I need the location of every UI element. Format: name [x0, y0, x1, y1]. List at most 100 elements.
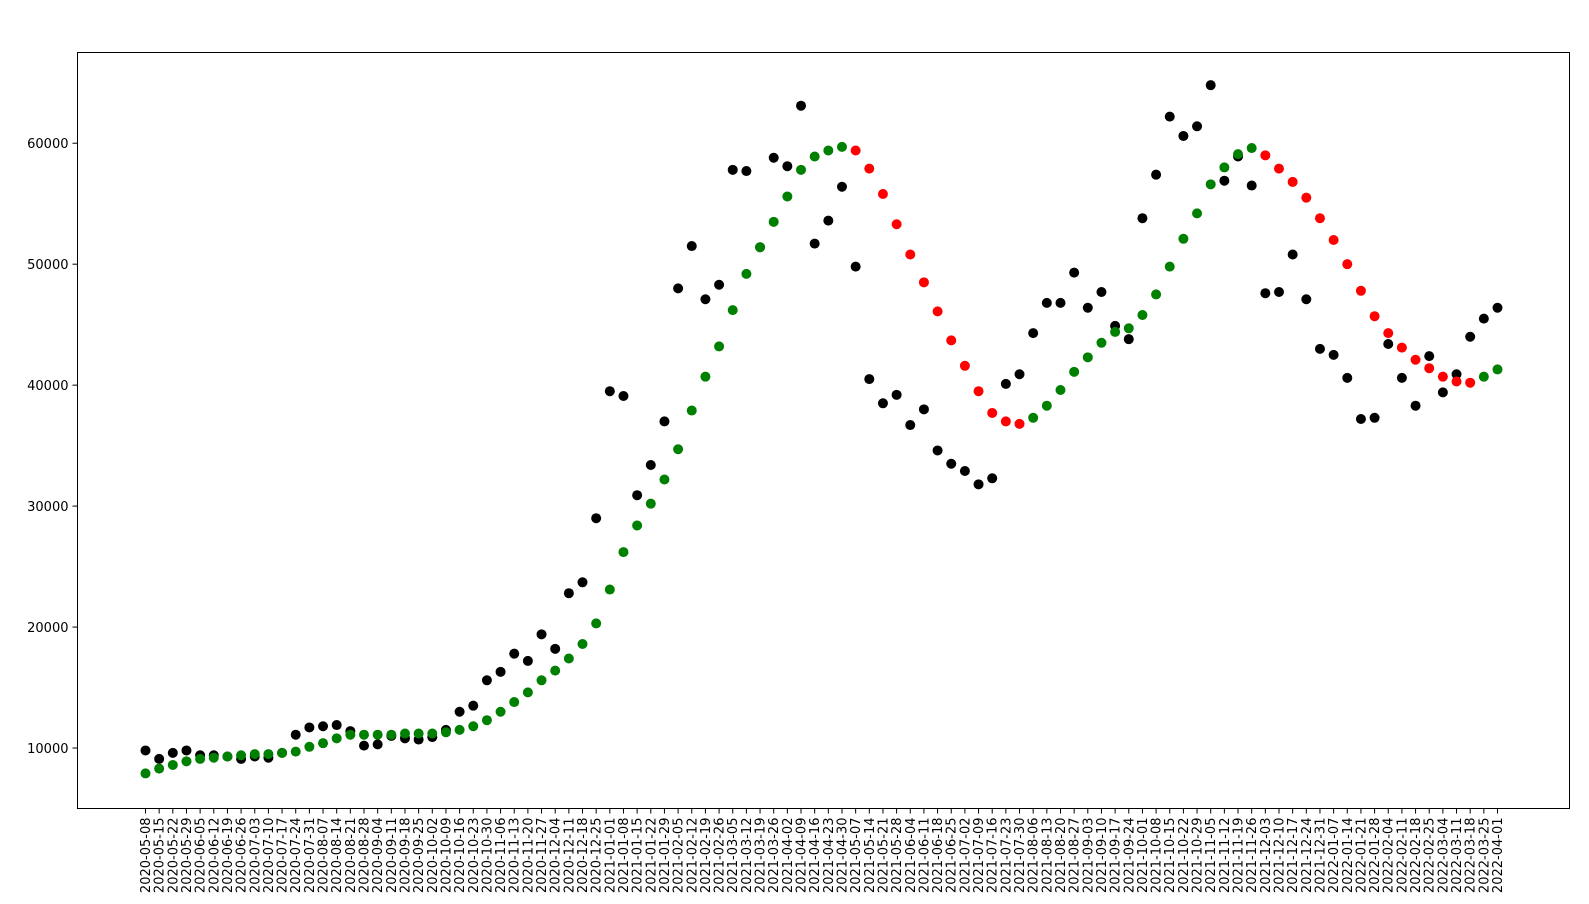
observed-point	[372, 739, 383, 750]
trend-point-falling	[877, 189, 888, 200]
trend-point-falling	[1424, 363, 1435, 374]
trend-point-rising	[1082, 352, 1093, 363]
x-tick-label: 2020-10-23	[467, 818, 482, 894]
x-tick-label: 2020-06-26	[235, 818, 250, 894]
trend-point-rising	[1123, 323, 1134, 334]
plot-frame	[77, 52, 1570, 809]
x-tick-label: 2020-07-10	[262, 818, 277, 894]
observed-point	[1355, 414, 1366, 425]
observed-point	[1123, 334, 1134, 345]
observed-point	[673, 283, 684, 294]
trend-point-rising	[1069, 366, 1080, 377]
x-tick-label: 2022-01-21	[1354, 818, 1369, 894]
trend-point-falling	[891, 219, 902, 230]
observed-point	[1069, 267, 1080, 278]
observed-point	[536, 629, 547, 640]
x-tick-label: 2020-09-04	[371, 818, 386, 894]
x-tick-label: 2022-01-28	[1368, 818, 1383, 894]
trend-point-falling	[918, 277, 929, 288]
x-tick-label: 2021-07-16	[986, 817, 1001, 893]
trend-point-falling	[1355, 285, 1366, 296]
x-tick-label: 2021-11-12	[1218, 818, 1233, 894]
trend-point-falling	[1287, 176, 1298, 187]
observed-point	[618, 391, 629, 402]
trend-point-rising	[782, 191, 793, 202]
x-tick-label: 2021-02-19	[699, 818, 714, 894]
y-tick-label: 20000	[27, 621, 68, 636]
observed-point	[700, 294, 711, 305]
trend-point-rising	[413, 728, 424, 739]
x-tick-label: 2021-09-10	[1095, 818, 1110, 894]
x-tick-label: 2020-08-14	[330, 818, 345, 894]
trend-point-rising	[632, 520, 643, 531]
x-tick-label: 2020-06-19	[221, 818, 236, 894]
x-tick-label: 2022-03-04	[1436, 818, 1451, 894]
trend-point-rising	[208, 752, 219, 763]
trend-point-falling	[905, 249, 916, 260]
observed-point	[1260, 288, 1271, 299]
observed-point	[1273, 287, 1284, 298]
x-tick-label: 2021-01-29	[658, 818, 673, 894]
x-tick-label: 2021-12-10	[1272, 818, 1287, 894]
x-tick-label: 2021-05-28	[890, 818, 905, 894]
trend-point-rising	[727, 305, 738, 316]
x-tick-label: 2021-08-13	[1040, 818, 1055, 894]
observed-point	[1192, 121, 1203, 132]
observed-point	[481, 675, 492, 686]
observed-point	[509, 648, 520, 659]
x-tick-label: 2021-12-17	[1286, 818, 1301, 894]
trend-point-rising	[318, 738, 329, 749]
x-tick-label: 2021-06-25	[945, 817, 960, 893]
observed-point	[1164, 111, 1175, 122]
x-tick-label: 2021-10-22	[1177, 818, 1192, 894]
observed-point	[864, 374, 875, 385]
observed-point	[154, 753, 165, 764]
trend-point-rising	[345, 729, 356, 740]
x-tick-label: 2020-12-18	[576, 818, 591, 894]
x-tick-label: 2022-01-07	[1327, 818, 1342, 894]
x-tick-label: 2021-12-24	[1300, 818, 1315, 894]
x-tick-label: 2021-09-17	[1109, 818, 1124, 894]
x-tick-label: 2022-03-18	[1464, 818, 1479, 894]
x-tick-label: 2021-09-24	[1122, 818, 1137, 894]
trend-point-rising	[277, 747, 288, 758]
x-tick-label: 2020-08-21	[344, 818, 359, 894]
x-tick-label: 2020-05-15	[153, 818, 168, 894]
x-tick-label: 2021-10-15	[1163, 818, 1178, 894]
x-tick-label: 2020-06-05	[194, 818, 209, 894]
trend-point-rising	[1233, 149, 1244, 160]
x-tick-label: 2021-04-23	[822, 818, 837, 894]
trend-point-falling	[1451, 376, 1462, 387]
trend-point-rising	[836, 141, 847, 152]
trend-point-rising	[714, 341, 725, 352]
trend-point-rising	[659, 474, 670, 485]
observed-point	[796, 100, 807, 111]
x-tick-label: 2021-03-19	[754, 818, 769, 894]
x-tick-label: 2020-09-18	[398, 818, 413, 894]
trend-point-falling	[1465, 377, 1476, 388]
observed-point	[1465, 331, 1476, 342]
observed-point	[987, 473, 998, 484]
x-tick-label: 2021-10-29	[1191, 818, 1206, 894]
trend-point-rising	[181, 756, 192, 767]
observed-point	[1342, 372, 1353, 383]
x-tick-label: 2022-03-11	[1450, 818, 1465, 894]
observed-point	[454, 706, 465, 717]
y-tick-label: 30000	[27, 500, 68, 515]
trend-point-rising	[796, 164, 807, 175]
trend-point-rising	[700, 371, 711, 382]
trend-point-rising	[167, 759, 178, 770]
x-tick-label: 2020-11-13	[508, 818, 523, 894]
trend-point-rising	[1055, 384, 1066, 395]
trend-point-rising	[522, 687, 533, 698]
trend-point-rising	[673, 444, 684, 455]
trend-point-rising	[263, 749, 274, 760]
observed-point	[331, 720, 342, 731]
observed-point	[1383, 339, 1394, 350]
trend-point-falling	[1437, 371, 1448, 382]
observed-point	[946, 458, 957, 469]
trend-point-falling	[1396, 342, 1407, 353]
x-tick-label: 2020-10-16	[453, 818, 468, 894]
observed-point	[604, 386, 615, 397]
